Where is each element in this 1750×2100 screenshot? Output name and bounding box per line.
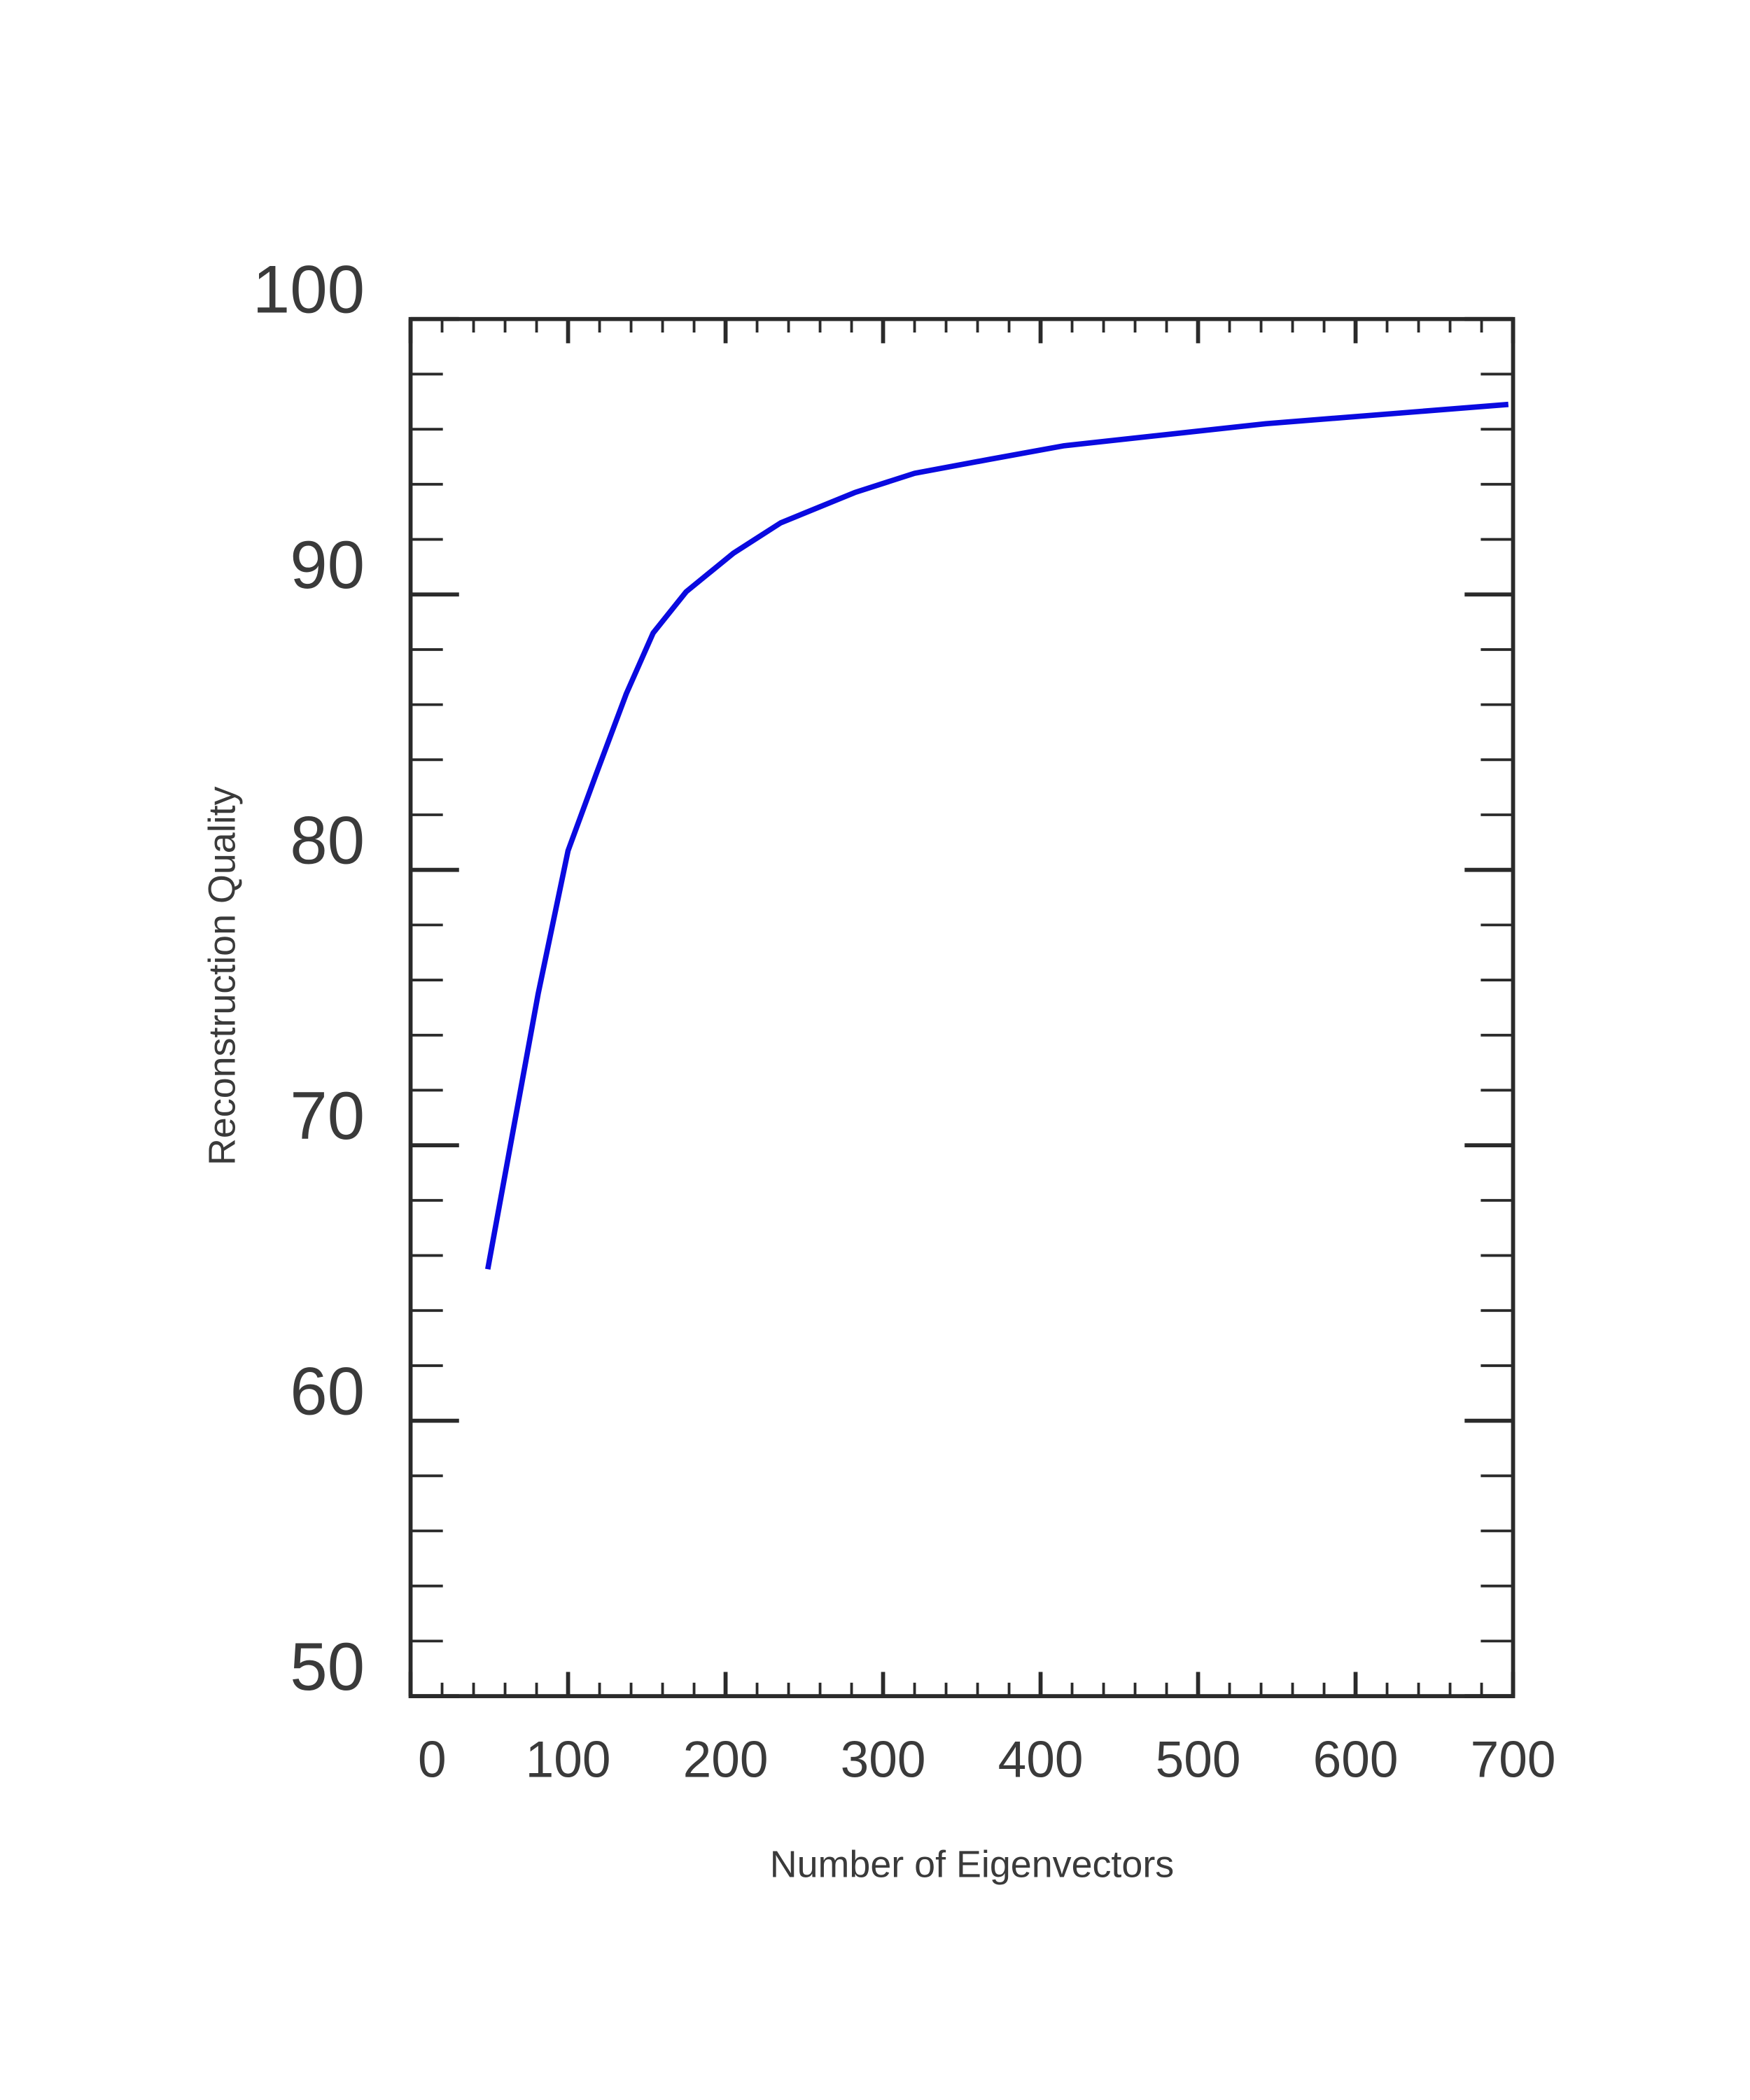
y-tick-label: 100 <box>253 253 365 328</box>
x-tick-label: 300 <box>841 1732 926 1788</box>
x-tick-label: 200 <box>683 1732 769 1788</box>
plot-frame <box>408 316 1516 1698</box>
x-tick-label: 700 <box>1471 1732 1556 1788</box>
x-tick-label: 0 <box>418 1732 447 1788</box>
y-axis-label: Reconstruction Quality <box>201 786 243 1166</box>
x-tick-label: 500 <box>1156 1732 1241 1788</box>
x-tick-label: 100 <box>526 1732 611 1788</box>
data-line <box>485 401 1509 1270</box>
y-tick-label: 50 <box>290 1630 365 1704</box>
x-tick-label: 400 <box>998 1732 1084 1788</box>
y-tick-label: 60 <box>290 1354 365 1429</box>
y-tick-label: 90 <box>290 528 365 603</box>
x-axis-label: Number of Eigenvectors <box>770 1844 1174 1886</box>
y-tick-label: 70 <box>290 1079 365 1154</box>
y-tick-label: 80 <box>290 803 365 878</box>
x-tick-label: 600 <box>1313 1732 1399 1788</box>
